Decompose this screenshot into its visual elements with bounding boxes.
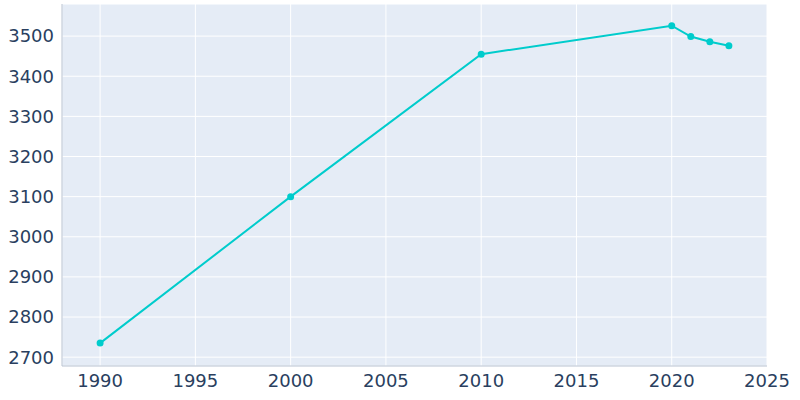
svg-text:2025: 2025: [744, 370, 790, 391]
svg-text:2020: 2020: [649, 370, 695, 391]
svg-text:2700: 2700: [8, 347, 54, 368]
svg-text:1995: 1995: [172, 370, 218, 391]
svg-text:3200: 3200: [8, 146, 54, 167]
svg-text:2005: 2005: [363, 370, 409, 391]
svg-text:3500: 3500: [8, 25, 54, 46]
svg-text:3400: 3400: [8, 66, 54, 87]
svg-text:2015: 2015: [554, 370, 600, 391]
svg-text:2010: 2010: [458, 370, 504, 391]
svg-text:1990: 1990: [77, 370, 123, 391]
svg-text:2800: 2800: [8, 306, 54, 327]
svg-text:2900: 2900: [8, 266, 54, 287]
svg-text:2000: 2000: [268, 370, 314, 391]
svg-text:3100: 3100: [8, 186, 54, 207]
svg-text:3300: 3300: [8, 106, 54, 127]
svg-text:3000: 3000: [8, 226, 54, 247]
